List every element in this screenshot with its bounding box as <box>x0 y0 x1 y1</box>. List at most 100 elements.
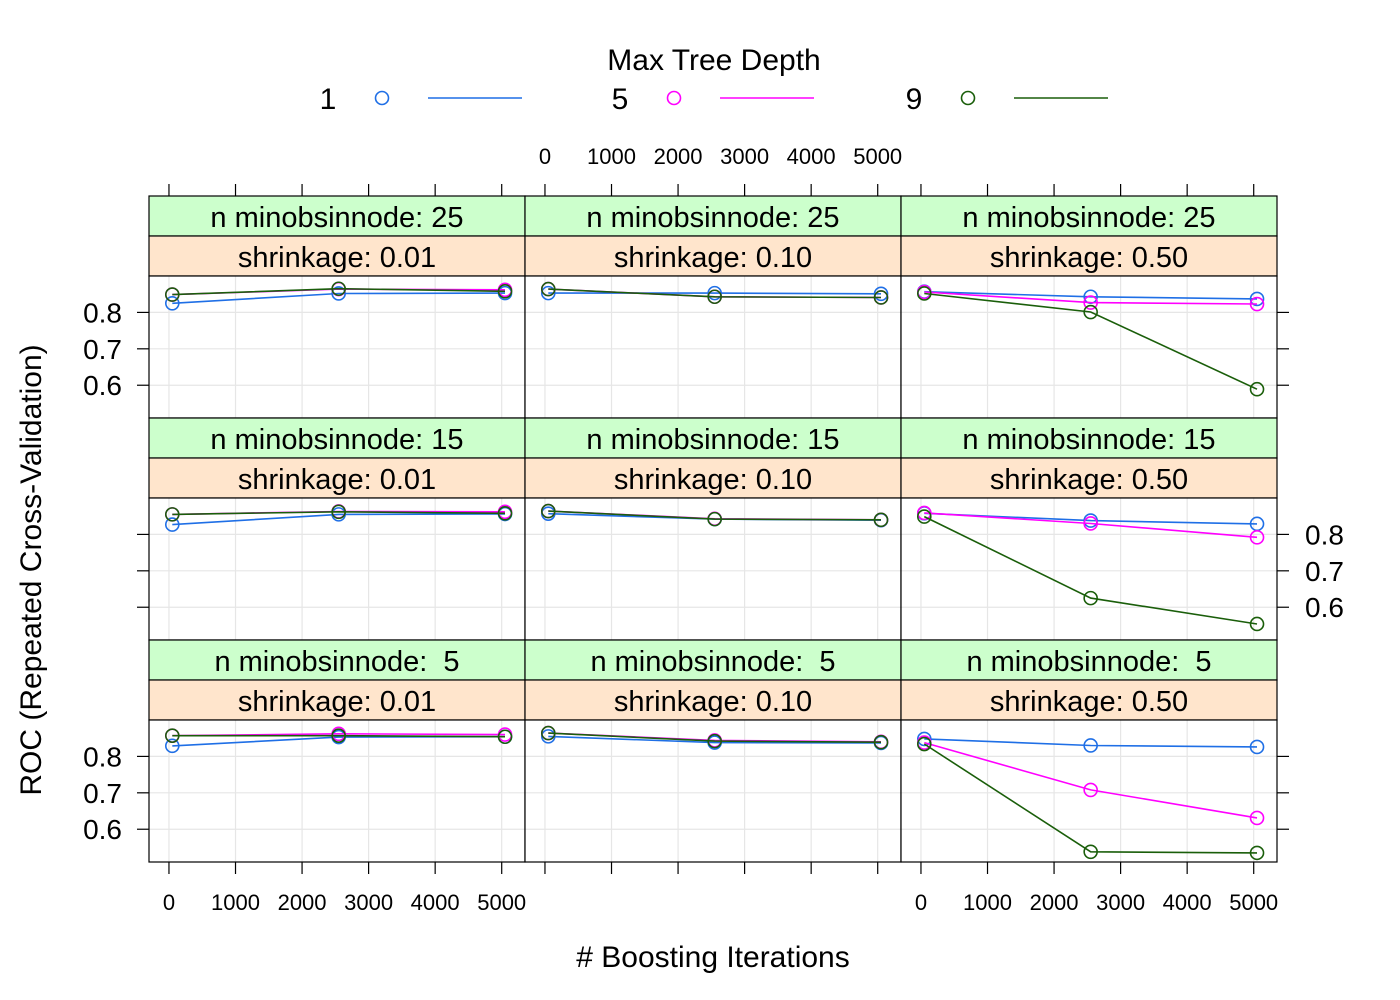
x-tick-label: 4000 <box>787 144 836 169</box>
series-point-9 <box>331 728 346 743</box>
series-line-9 <box>548 510 882 521</box>
plot-background <box>525 498 901 640</box>
panel-0-1: n minobsinnode: 25 shrinkage: 0.10 <box>524 195 902 419</box>
y-tick-label: 0.8 <box>1305 519 1344 550</box>
y-tick-label: 0.6 <box>83 370 122 401</box>
series-point-5 <box>1083 516 1098 531</box>
series-point-5 <box>1249 296 1265 312</box>
series-point-9 <box>540 725 556 741</box>
series-line-9 <box>172 287 506 296</box>
x-tick-label: 1000 <box>587 144 636 169</box>
series-point-9 <box>707 511 722 527</box>
legend: 1 5 9 <box>320 83 1108 116</box>
series-point-9 <box>916 286 932 301</box>
legend-label: 5 <box>612 83 629 116</box>
x-tick-label: 4000 <box>411 890 460 915</box>
plot-background <box>149 498 525 640</box>
series-point-1 <box>164 738 180 754</box>
series-point-9 <box>331 281 346 297</box>
series-line-1 <box>924 738 1258 748</box>
x-tick-label: 0 <box>915 890 927 915</box>
strip-top-label: n minobsinnode: 15 <box>210 424 463 456</box>
x-tick-label: 0 <box>539 144 551 169</box>
x-tick-label: 2000 <box>1030 890 1079 915</box>
x-tick-label: 0 <box>163 890 175 915</box>
series-point-9 <box>331 504 346 520</box>
series-point-9 <box>1083 304 1098 320</box>
series-line-9 <box>548 732 882 743</box>
strip-top-background <box>524 195 902 237</box>
plot-background <box>901 276 1277 418</box>
panel-2-2: n minobsinnode: 5 shrinkage: 0.50 <box>900 639 1278 863</box>
plot-border <box>900 719 1278 863</box>
series-point-9 <box>1083 844 1098 860</box>
panel-1-2: n minobsinnode: 15 shrinkage: 0.50 <box>900 417 1278 641</box>
x-tick-label: 1000 <box>963 890 1012 915</box>
series-line-5 <box>924 291 1258 305</box>
series-line-5 <box>924 512 1258 539</box>
y-tick-label: 0.7 <box>1305 556 1344 587</box>
x-tick-label: 3000 <box>1096 890 1145 915</box>
series-point-1 <box>1249 291 1265 307</box>
strip-top-background <box>148 195 526 237</box>
legend-entry-5: 5 <box>612 83 814 116</box>
series-point-9 <box>1083 590 1098 606</box>
series-point-9 <box>1249 616 1265 632</box>
x-tick-label: 3000 <box>344 890 393 915</box>
strip-bottom-label: shrinkage: 0.01 <box>238 686 436 718</box>
plot-background <box>525 720 901 862</box>
series-point-1 <box>164 517 180 532</box>
strip-top-background <box>524 639 902 681</box>
panel-1-1: n minobsinnode: 15 shrinkage: 0.10 <box>524 417 902 641</box>
strip-bottom-background <box>524 457 902 499</box>
series-point-9 <box>916 736 932 752</box>
strip-top-label: n minobsinnode: 25 <box>210 202 463 234</box>
panels: n minobsinnode: 25 shrinkage: 0.01 n minob… <box>148 195 1278 863</box>
series-point-9 <box>1249 845 1265 861</box>
series-line-9 <box>548 288 882 299</box>
panel-0-2: n minobsinnode: 25 shrinkage: 0.50 <box>900 195 1278 419</box>
strip-top-label: n minobsinnode: 15 <box>586 424 839 456</box>
series-line-1 <box>172 292 506 305</box>
series-point-9 <box>497 729 513 745</box>
strip-bottom-label: shrinkage: 0.50 <box>990 242 1188 274</box>
plot-background <box>901 498 1277 640</box>
series-line-9 <box>172 734 506 738</box>
y-tick-label: 0.8 <box>83 297 122 328</box>
x-tick-label: 3000 <box>720 144 769 169</box>
series-line-9 <box>923 743 1258 854</box>
legend-label: 9 <box>906 83 923 116</box>
series-point-9 <box>497 283 513 299</box>
x-tick-label: 2000 <box>654 144 703 169</box>
series-point-9 <box>873 512 889 528</box>
series-point-9 <box>916 509 932 524</box>
strip-bottom-background <box>900 679 1278 721</box>
legend-title: Max Tree Depth <box>607 44 820 77</box>
series-point-9 <box>873 734 889 750</box>
x-axis-label: # Boosting Iterations <box>576 941 850 974</box>
series-line-9 <box>923 515 1258 625</box>
series-point-9 <box>873 290 889 305</box>
y-tick-label: 0.8 <box>83 741 122 772</box>
strip-bottom-label: shrinkage: 0.10 <box>614 686 812 718</box>
series-point-9 <box>164 728 180 743</box>
strip-bottom-background <box>900 235 1278 277</box>
series-line-1 <box>548 292 882 295</box>
series-point-1 <box>916 731 932 747</box>
strip-bottom-background <box>148 235 526 277</box>
series-point-1 <box>164 296 180 311</box>
series-line-9 <box>924 292 1258 390</box>
strip-bottom-label: shrinkage: 0.10 <box>614 242 812 274</box>
series-line-9 <box>172 510 506 516</box>
strip-top-label: n minobsinnode: 25 <box>586 202 839 234</box>
series-point-9 <box>540 503 556 519</box>
strip-top-background <box>900 417 1278 459</box>
series-point-1 <box>707 285 722 301</box>
strip-top-label: n minobsinnode: 5 <box>590 646 835 678</box>
series-point-1 <box>1249 739 1265 755</box>
plot-background <box>149 276 525 418</box>
series-point-9 <box>164 287 180 302</box>
strip-bottom-label: shrinkage: 0.50 <box>990 464 1188 496</box>
series-point-5 <box>1249 530 1265 545</box>
